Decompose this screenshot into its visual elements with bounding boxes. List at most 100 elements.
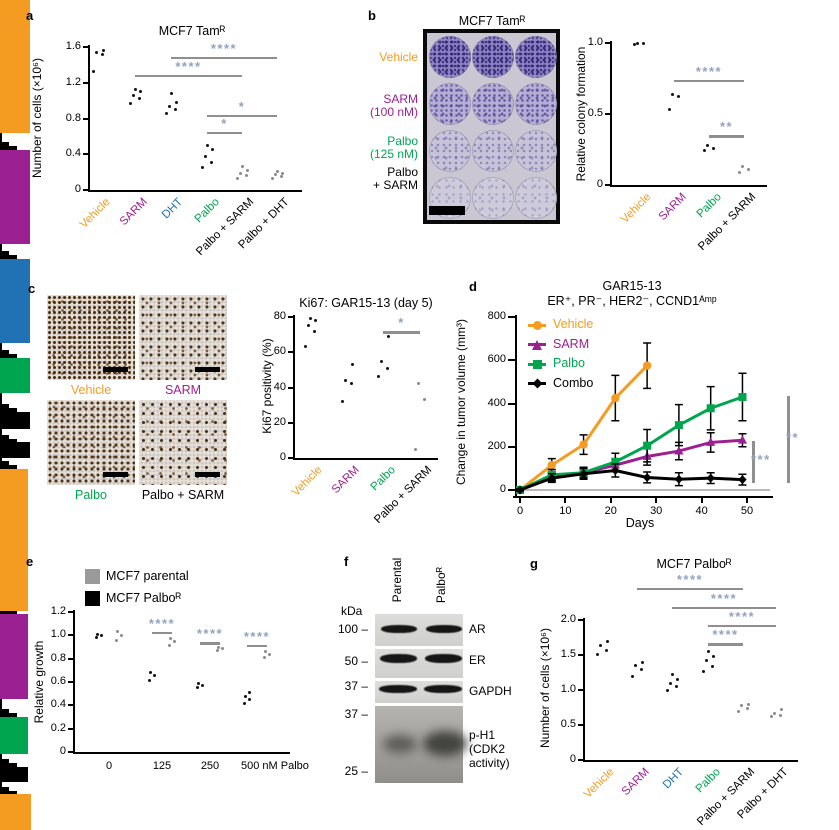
x-category-label: 0	[105, 760, 113, 772]
panel-g-letter: g	[530, 556, 538, 571]
ar-label: AR	[469, 622, 486, 636]
mean-line	[0, 790, 17, 795]
sig-line	[207, 114, 277, 118]
gapdh-band-palbor	[424, 685, 462, 693]
data-point	[350, 363, 354, 367]
y-tick-label: 80	[273, 310, 286, 322]
square-marker	[611, 457, 620, 466]
data-point	[598, 644, 602, 648]
y-axis	[610, 41, 612, 187]
triangle-marker	[674, 446, 684, 455]
data-point	[313, 319, 317, 323]
bar	[0, 794, 31, 830]
circle-marker	[579, 440, 588, 449]
y-tick	[578, 654, 583, 656]
colony-well-r2c3	[515, 83, 557, 125]
x-tick	[609, 498, 612, 503]
sig-stars: ****	[210, 40, 238, 56]
y-tick	[68, 727, 73, 730]
x-category-label: SARM	[329, 464, 362, 496]
error-cap	[0, 711, 9, 714]
y-tick	[578, 759, 583, 761]
y-tick	[288, 351, 293, 354]
plate-row-label: Palbo	[387, 165, 418, 179]
square-marker	[533, 359, 542, 369]
y-tick-label: 40	[273, 380, 286, 393]
bar	[0, 716, 28, 754]
sig-stars: ****	[175, 58, 202, 74]
colony-well-r3c2	[472, 130, 514, 172]
mean-line	[0, 438, 17, 443]
colony-well-r4c2	[472, 177, 514, 219]
ihc-scale-bar	[103, 472, 128, 477]
error-whisker	[0, 782, 2, 787]
y-tick-label: 1.0	[560, 683, 576, 695]
y-tick	[68, 634, 73, 637]
diamond-marker	[579, 469, 588, 479]
data-point	[665, 688, 669, 692]
ihc-image-label: Vehicle	[70, 383, 112, 397]
x-category-label: Vehicle	[618, 191, 654, 226]
blot-col-label-palbor: Palboᴿ	[434, 566, 448, 604]
bar	[0, 0, 30, 134]
y-axis	[88, 45, 90, 192]
data-point	[670, 92, 674, 96]
circle-marker	[547, 460, 556, 470]
sig-bracket	[752, 441, 755, 483]
x-category-label: DHT	[661, 766, 687, 792]
data-point	[91, 69, 95, 73]
plate-row-label: Vehicle	[379, 50, 418, 64]
plate-row-label: SARM	[383, 92, 418, 106]
sig-stars: *	[221, 115, 228, 131]
panel-e-letter: e	[26, 554, 34, 569]
data-point	[209, 160, 213, 164]
error-cap	[0, 788, 9, 791]
mean-line	[0, 408, 17, 412]
sig-stars: ****	[710, 590, 738, 606]
blot-col-label-parental: Parental	[390, 557, 404, 603]
x-category-label: DHT	[160, 196, 186, 222]
error-cap	[0, 461, 9, 464]
x-axis	[583, 760, 798, 762]
ihc-image-palbo	[47, 400, 135, 485]
sig-stars: *	[238, 98, 246, 114]
er-band-palbor	[425, 654, 462, 663]
x-tick-label: 10	[559, 505, 572, 517]
y-tick-label: 0.5	[560, 718, 576, 730]
plate-row-label: Palbo	[387, 134, 418, 148]
y-tick-label: 1.0	[587, 36, 603, 48]
bar	[0, 258, 30, 343]
data-point	[745, 706, 749, 710]
data-point	[710, 665, 714, 669]
data-point	[667, 108, 671, 112]
error-whisker	[0, 133, 2, 143]
x-tick	[519, 498, 521, 503]
colony-well-r3c3	[515, 130, 557, 172]
x-tick	[700, 498, 703, 503]
y-tick-label: 0.5	[587, 107, 603, 119]
data-point	[630, 675, 634, 679]
data-point	[778, 713, 782, 717]
sig-line	[207, 131, 242, 135]
y-tick-label: 0	[59, 745, 66, 757]
sig-stars: ****	[243, 628, 271, 644]
data-point	[244, 694, 248, 698]
gapdh-label: GAPDH	[469, 684, 512, 698]
colony-well-r4c1	[429, 177, 471, 219]
y-tick	[68, 657, 73, 660]
diamond-marker	[674, 474, 684, 484]
data-point	[96, 632, 100, 636]
error-whisker	[0, 457, 2, 462]
legend-label: SARM	[553, 336, 590, 351]
y-tick	[83, 153, 88, 156]
sig-line	[708, 643, 743, 646]
panel-g-title: MCF7 Palboᴿ	[656, 557, 732, 571]
data-point	[711, 654, 715, 658]
ph1-band-parental	[383, 735, 417, 753]
x-axis	[73, 752, 290, 754]
data-point	[746, 167, 750, 171]
colony-plate-image	[423, 29, 560, 224]
data-point	[772, 712, 776, 716]
tumor-volume-plot	[515, 342, 748, 495]
data-point	[605, 639, 609, 643]
